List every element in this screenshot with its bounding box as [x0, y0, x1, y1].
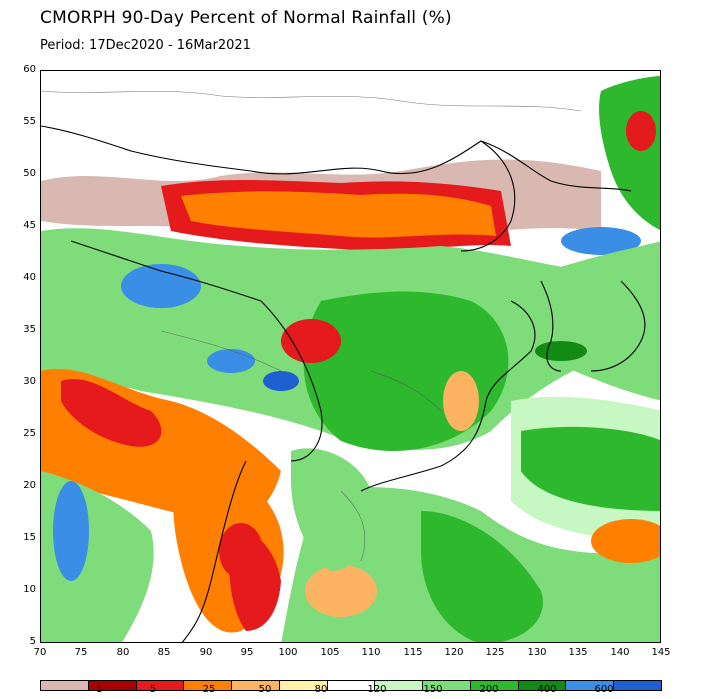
lat-tick: 45	[23, 220, 36, 231]
legend-label: 150	[423, 684, 443, 695]
lat-tick: 10	[23, 584, 36, 595]
lat-tick: 55	[23, 116, 36, 127]
legend-label: 25	[202, 684, 216, 695]
lat-tick: 60	[23, 64, 36, 75]
legend-label: 5	[149, 684, 157, 695]
rainfall-map-canvas	[41, 71, 660, 642]
lon-tick: 110	[361, 647, 381, 658]
lat-tick: 15	[23, 532, 36, 543]
lon-tick: 70	[33, 647, 47, 658]
legend-swatch	[613, 680, 662, 691]
rainfall-map	[40, 70, 661, 643]
lon-tick: 85	[157, 647, 171, 658]
lat-tick: 35	[23, 324, 36, 335]
lon-tick: 105	[320, 647, 340, 658]
lon-tick: 100	[278, 647, 298, 658]
lon-tick: 95	[240, 647, 254, 658]
lat-tick: 25	[23, 428, 36, 439]
lon-tick: 135	[568, 647, 588, 658]
legend-label: 600	[594, 684, 614, 695]
lon-tick: 115	[403, 647, 423, 658]
lat-tick: 20	[23, 480, 36, 491]
color-legend	[40, 680, 662, 691]
lat-tick: 5	[29, 636, 36, 647]
lon-tick: 145	[651, 647, 671, 658]
legend-label: 80	[314, 684, 328, 695]
lon-tick: 140	[610, 647, 630, 658]
lat-tick: 30	[23, 376, 36, 387]
lat-tick: 50	[23, 168, 36, 179]
legend-swatch	[40, 680, 89, 691]
legend-label: 120	[367, 684, 387, 695]
period-label: Period: 17Dec2020 - 16Mar2021	[40, 38, 251, 53]
legend-label: 200	[479, 684, 499, 695]
map-title: CMORPH 90-Day Percent of Normal Rainfall…	[40, 8, 452, 28]
lon-tick: 90	[199, 647, 213, 658]
legend-label: 400	[537, 684, 557, 695]
lon-tick: 80	[116, 647, 130, 658]
legend-label: 1	[95, 684, 103, 695]
lon-tick: 125	[485, 647, 505, 658]
lon-tick: 120	[444, 647, 464, 658]
lon-tick: 75	[74, 647, 88, 658]
lat-tick: 40	[23, 272, 36, 283]
legend-label: 50	[258, 684, 272, 695]
lon-tick: 130	[527, 647, 547, 658]
